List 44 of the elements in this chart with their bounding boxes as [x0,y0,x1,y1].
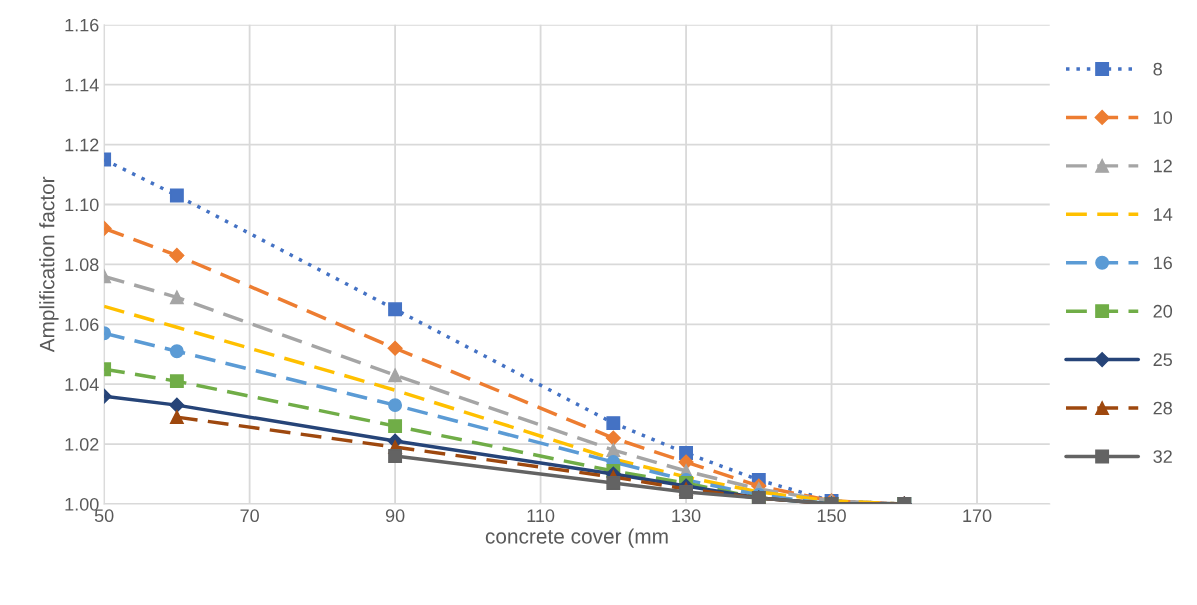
point [679,485,694,499]
point [169,397,185,413]
point [388,419,403,434]
legend-label: 10 [1154,111,1173,124]
point [387,340,403,356]
y-tick-label: 1.00 [65,497,99,511]
legend-label: 12 [1154,159,1172,173]
y-axis-title: Amplification factor [39,176,59,353]
legend-label: 16 [1154,256,1172,270]
point [606,416,621,431]
x-tick-label: 170 [963,509,992,523]
point [388,449,403,463]
point [169,410,184,425]
point [169,374,184,389]
y-tick-label: 1.10 [65,198,99,212]
y-tick-label: 1.02 [65,438,99,451]
y-tick-label: 1.08 [65,258,99,272]
point [388,368,403,383]
y-tick-label: 1.12 [65,138,99,152]
point [605,430,621,446]
x-tick-label: 130 [672,509,701,523]
point [169,290,184,305]
legend-label: 28 [1153,401,1172,415]
x-tick-label: 110 [527,509,555,523]
y-tick-label: 1.16 [65,18,99,32]
y-tick-label: 1.04 [65,378,99,391]
legend-label: 14 [1154,208,1173,221]
x-axis-title: concrete cover (mm [485,528,668,548]
x-tick-label: 150 [817,509,846,523]
legend-label: 20 [1153,304,1173,318]
y-tick-label: 1.14 [65,78,99,92]
y-tick-label: 1.06 [65,318,99,331]
legend-label: 8 [1153,62,1162,76]
point [169,188,184,203]
point [169,344,184,359]
point [169,247,185,263]
x-tick-label: 90 [385,509,405,523]
x-tick-label: 70 [240,509,259,523]
point [606,476,621,490]
legend-label: 32 [1153,450,1172,463]
legend-label: 25 [1153,353,1173,367]
point [388,302,403,317]
point [388,398,403,413]
x-tick-label: 50 [94,509,114,523]
